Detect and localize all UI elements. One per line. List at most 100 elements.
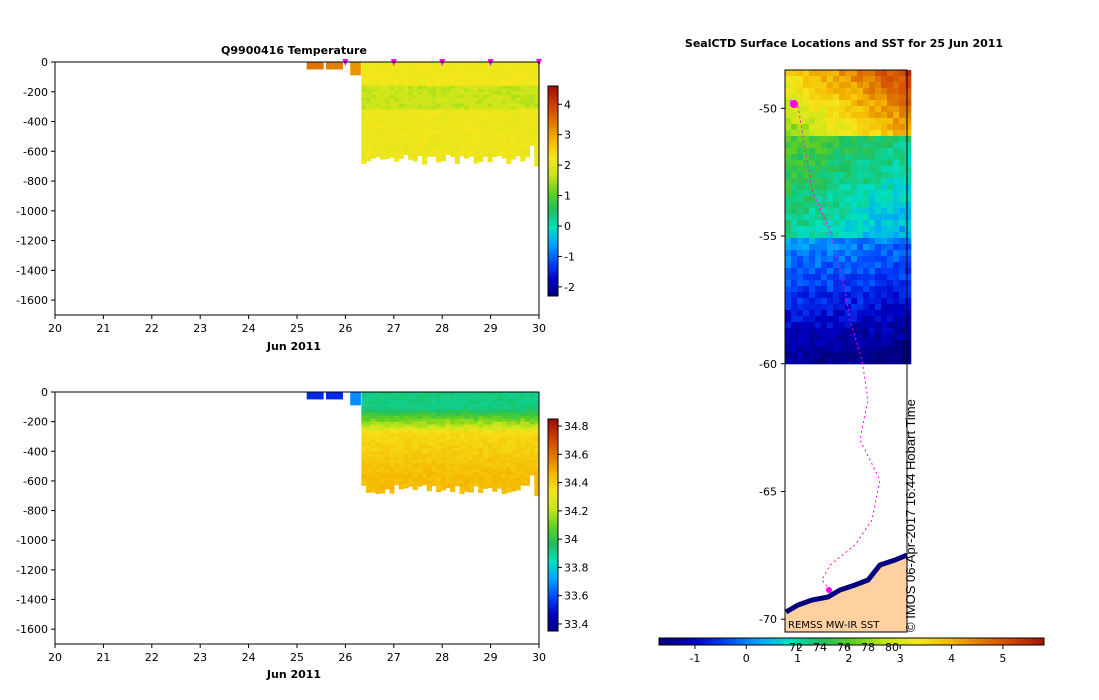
depth-cell: [487, 469, 493, 473]
depth-cell: [459, 130, 465, 134]
sst-cell: [869, 208, 876, 215]
colorbar-band: [548, 285, 558, 290]
sst-cell: [869, 352, 876, 359]
colorbar-band: [548, 482, 558, 487]
profile-column: [520, 62, 526, 162]
depth-cell: [524, 466, 531, 470]
surface-profile: [306, 62, 324, 70]
colorbar-band: [548, 152, 558, 157]
depth-cell: [431, 109, 437, 113]
depth-cell: [408, 427, 414, 431]
depth-cell: [412, 148, 418, 152]
depth-cell: [361, 70, 367, 75]
sst-cell: [809, 322, 816, 329]
depth-cell: [487, 67, 493, 72]
depth-cell: [459, 430, 465, 434]
depth-cell: [412, 466, 418, 470]
depth-cell: [440, 430, 446, 434]
depth-cell: [440, 130, 446, 134]
sst-cell: [791, 142, 798, 149]
sst-cell: [893, 172, 900, 179]
depth-cell: [426, 436, 432, 440]
depth-cell: [515, 62, 521, 66]
depth-cell: [482, 133, 488, 137]
depth-cell: [408, 151, 414, 155]
sst-cell: [899, 268, 906, 275]
depth-cell: [361, 139, 367, 143]
depth-cell: [501, 139, 507, 143]
profile-column: [436, 392, 442, 493]
depth-cell: [440, 151, 446, 155]
depth-cell: [426, 421, 432, 426]
sst-cell: [857, 88, 864, 95]
depth-cell: [431, 460, 437, 464]
depth-cell: [473, 392, 479, 396]
depth-cell: [487, 82, 493, 87]
sst-cell: [845, 274, 852, 281]
depth-cell: [464, 124, 470, 128]
depth-cell: [436, 433, 442, 437]
sst-cell: [863, 136, 870, 143]
depth-cell: [366, 139, 372, 143]
depth-cell: [422, 436, 428, 440]
depth-cell: [389, 418, 395, 423]
depth-cell: [459, 454, 465, 458]
depth-cell: [436, 103, 442, 108]
depth-cell: [422, 397, 428, 402]
depth-cell: [384, 424, 390, 428]
depth-cell: [412, 451, 418, 455]
sst-cell: [821, 124, 828, 131]
depth-cell: [436, 133, 442, 137]
depth-cell: [506, 124, 512, 128]
depth-cell: [408, 62, 414, 66]
sst-map-panel: SealCTD Surface Locations and SST for 25…: [658, 37, 1045, 665]
depth-cell: [403, 439, 409, 443]
depth-cell: [515, 415, 521, 420]
sst-cell: [791, 274, 798, 281]
depth-cell: [361, 157, 367, 161]
depth-cell: [492, 424, 498, 428]
sst-cell: [875, 106, 882, 113]
depth-cell: [394, 424, 400, 428]
profile-column: [445, 392, 451, 489]
depth-cell: [431, 136, 437, 140]
depth-cell: [431, 103, 437, 108]
depth-cell: [361, 145, 367, 149]
sst-cell: [881, 250, 888, 257]
depth-cell: [445, 392, 451, 396]
sst-cell: [875, 70, 882, 77]
depth-cell: [375, 397, 381, 402]
depth-cell: [398, 82, 404, 87]
depth-cell: [450, 415, 456, 420]
depth-cell: [515, 460, 521, 464]
colorbar-band: [678, 638, 684, 645]
sst-cell: [869, 106, 876, 113]
depth-cell: [412, 157, 418, 161]
colorbar-band: [548, 271, 558, 276]
imos-credit: © IMOS 06-Apr-2017 16:44 Hobart Time: [903, 399, 918, 632]
depth-cell: [478, 489, 484, 493]
depth-cell: [506, 64, 512, 69]
depth-cell: [384, 136, 390, 140]
sst-cell: [905, 160, 912, 167]
depth-cell: [361, 88, 367, 93]
depth-cell: [492, 392, 498, 396]
depth-cell: [422, 94, 428, 99]
depth-cell: [515, 469, 521, 473]
depth-cell: [510, 406, 517, 411]
depth-cell: [361, 448, 367, 452]
colorbar-tick-label: 1: [794, 652, 801, 665]
sst-cell: [833, 148, 840, 155]
sst-cell: [797, 76, 804, 83]
sst-cell: [791, 286, 798, 293]
depth-cell: [487, 403, 493, 408]
depth-cell: [454, 403, 460, 408]
depth-cell: [436, 88, 442, 93]
depth-cell: [450, 483, 456, 488]
depth-cell: [473, 160, 479, 164]
depth-cell: [496, 154, 502, 157]
depth-cell: [436, 73, 442, 78]
depth-cell: [482, 76, 488, 81]
sst-cell: [851, 334, 858, 341]
colorbar-band: [692, 638, 698, 645]
